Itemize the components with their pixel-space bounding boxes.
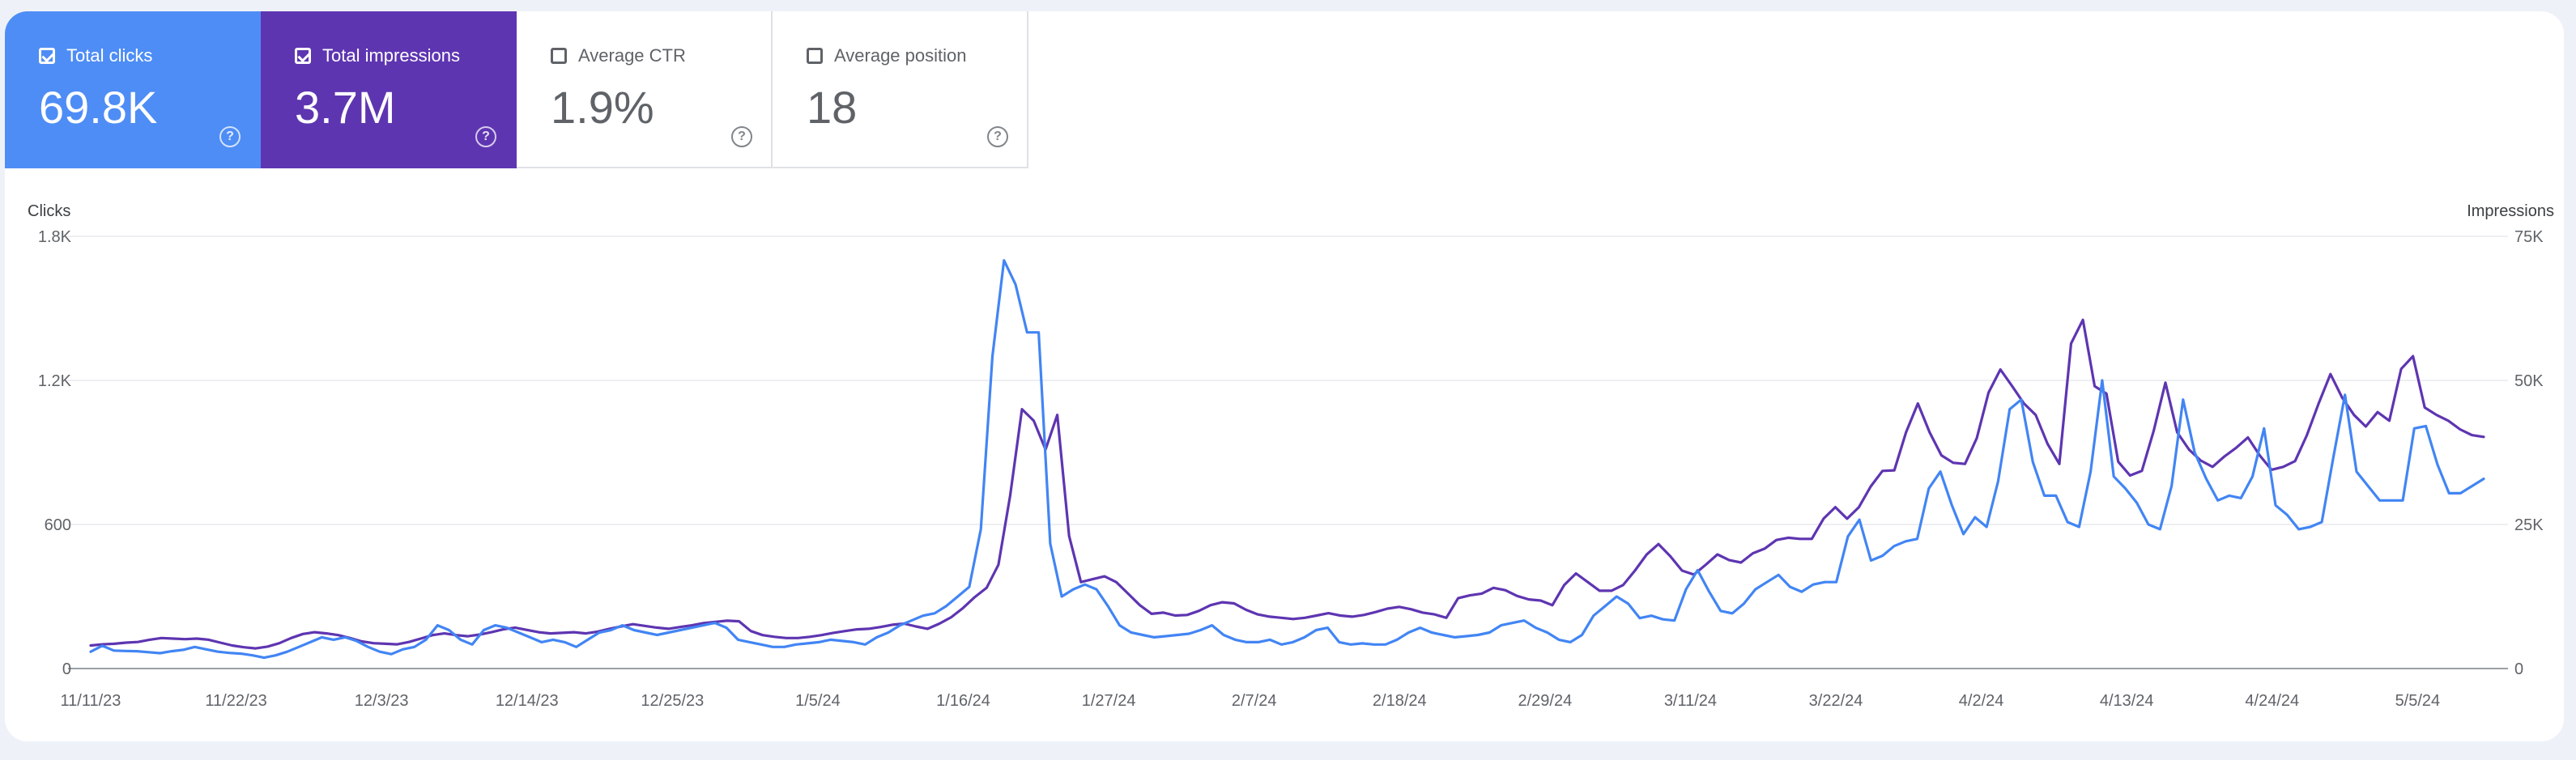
performance-panel: Total clicks 69.8K ? Total impressions 3…: [5, 11, 2564, 741]
checkbox-unchecked-icon[interactable]: [551, 48, 567, 64]
average-position-card[interactable]: Average position 18 ?: [773, 11, 1028, 168]
x-tick-label: 1/16/24: [936, 692, 990, 710]
metric-cards: Total clicks 69.8K ? Total impressions 3…: [5, 11, 1028, 168]
x-tick-label: 3/11/24: [1664, 692, 1717, 710]
total-impressions-card[interactable]: Total impressions 3.7M ?: [261, 11, 517, 168]
help-icon[interactable]: ?: [987, 126, 1008, 147]
y-left-tick-label: 0: [62, 660, 71, 678]
checkbox-checked-icon[interactable]: [39, 48, 55, 64]
card-label: Average CTR: [578, 45, 686, 66]
help-icon[interactable]: ?: [475, 126, 496, 147]
card-header: Average position: [807, 45, 967, 66]
performance-chart[interactable]: 0 0 600 25K 1.2K 50K 1.8K 75K 11/11/23 11/22/23 12…: [5, 11, 2564, 741]
x-tick-label: 2/18/24: [1373, 692, 1427, 710]
y-left-axis-title: Clicks: [28, 202, 71, 220]
x-tick-label: 4/13/24: [2100, 692, 2154, 710]
x-tick-label: 12/3/23: [355, 692, 409, 710]
average-ctr-card[interactable]: Average CTR 1.9% ?: [517, 11, 773, 168]
y-left-tick-label: 1.2K: [38, 372, 72, 390]
checkbox-unchecked-icon[interactable]: [807, 48, 823, 64]
impressions-series-line: [89, 318, 2485, 650]
card-value: 3.7M: [295, 82, 396, 133]
card-label: Total clicks: [66, 45, 153, 66]
x-tick-label: 12/14/23: [496, 692, 559, 710]
x-tick-label: 12/25/23: [641, 692, 704, 710]
help-icon[interactable]: ?: [731, 126, 752, 147]
y-right-tick-label: 75K: [2514, 228, 2544, 246]
x-tick-label: 4/2/24: [1959, 692, 2004, 710]
x-tick-label: 1/27/24: [1082, 692, 1136, 710]
x-tick-label: 11/11/23: [61, 692, 121, 710]
checkbox-checked-icon[interactable]: [295, 48, 311, 64]
x-tick-label: 4/24/24: [2245, 692, 2299, 710]
card-header: Total clicks: [39, 45, 152, 66]
clicks-series-line: [89, 259, 2485, 660]
y-left-tick-label: 600: [45, 516, 71, 534]
card-label: Total impressions: [322, 45, 460, 66]
card-value: 1.9%: [551, 82, 654, 133]
card-header: Total impressions: [295, 45, 460, 66]
help-icon[interactable]: ?: [219, 126, 241, 147]
y-right-axis-title: Impressions: [2467, 202, 2554, 220]
card-label: Average position: [834, 45, 967, 66]
card-header: Average CTR: [551, 45, 686, 66]
x-tick-label: 5/5/24: [2395, 692, 2441, 710]
x-tick-label: 2/7/24: [1232, 692, 1277, 710]
x-tick-label: 2/29/24: [1518, 692, 1572, 710]
card-value: 69.8K: [39, 82, 158, 133]
x-tick-label: 11/22/23: [205, 692, 266, 710]
y-left-tick-label: 1.8K: [38, 228, 72, 246]
x-tick-label: 1/5/24: [795, 692, 841, 710]
y-right-tick-label: 50K: [2514, 372, 2544, 390]
y-right-tick-label: 0: [2514, 660, 2523, 678]
y-right-tick-label: 25K: [2514, 516, 2544, 534]
total-clicks-card[interactable]: Total clicks 69.8K ?: [5, 11, 261, 168]
card-value: 18: [807, 82, 858, 133]
x-tick-label: 3/22/24: [1809, 692, 1863, 710]
